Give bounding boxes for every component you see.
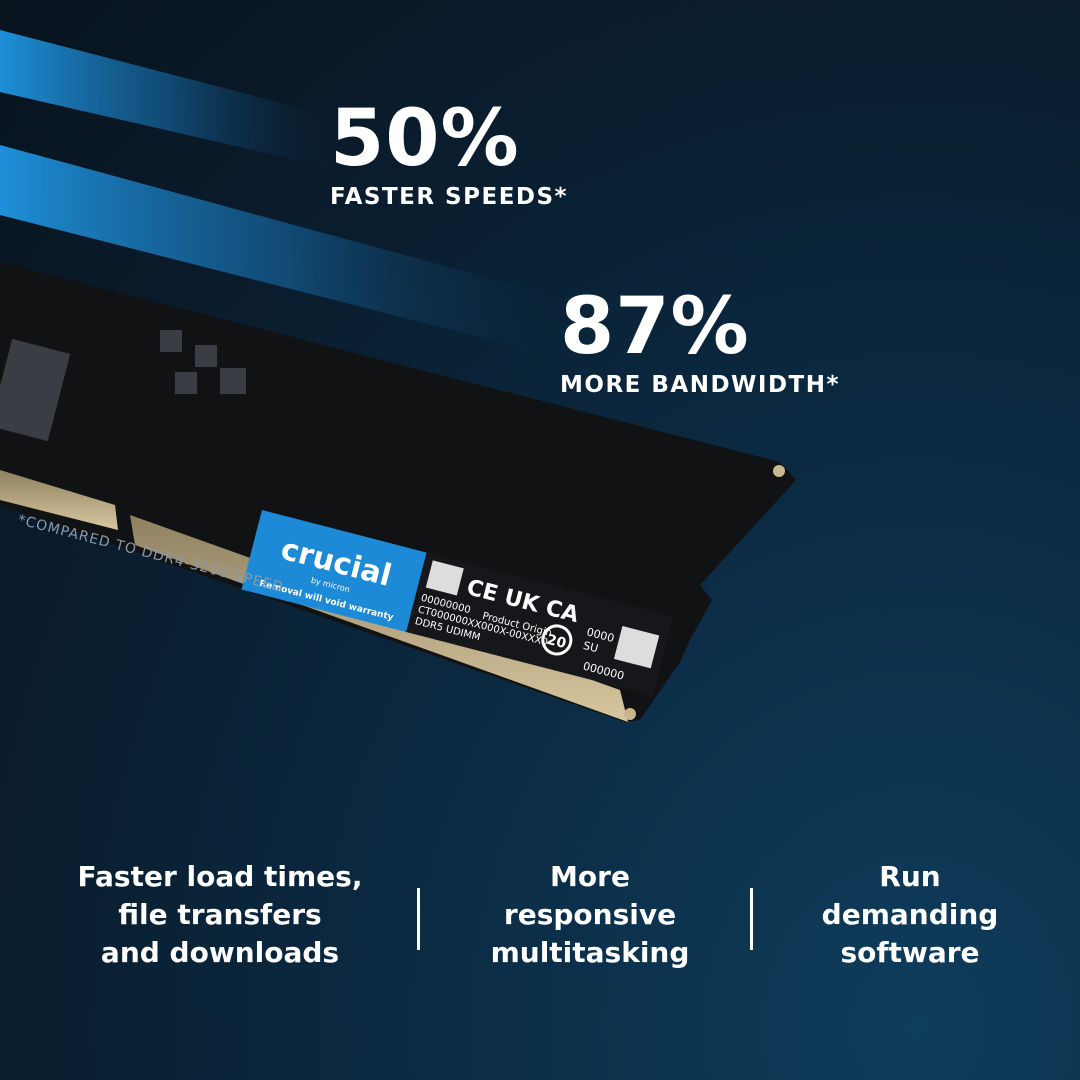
feature-multitasking: More responsive multitasking (490, 860, 690, 969)
qr-code (425, 560, 464, 596)
divider (750, 888, 753, 950)
brand-label (241, 510, 427, 632)
stat-speed: 50% FASTER SPEEDS* (330, 100, 568, 210)
qr-code-2 (613, 625, 660, 669)
recycle-years: 20 (545, 632, 568, 652)
stat-bandwidth: 87% MORE BANDWIDTH* (560, 288, 840, 398)
bandwidth-streak (0, 145, 570, 360)
feature-load-times: Faster load times, file transfers and do… (77, 860, 363, 969)
spec-label (406, 552, 674, 696)
stat-value: 87% (560, 282, 750, 372)
stat-value: 50% (330, 94, 520, 184)
divider (417, 888, 420, 950)
code2: SU (582, 639, 600, 655)
speed-streak (0, 30, 340, 170)
stat-label: MORE BANDWIDTH* (560, 372, 841, 398)
feature-software: Run demanding software (821, 860, 999, 969)
stat-label: FASTER SPEEDS* (330, 184, 569, 210)
